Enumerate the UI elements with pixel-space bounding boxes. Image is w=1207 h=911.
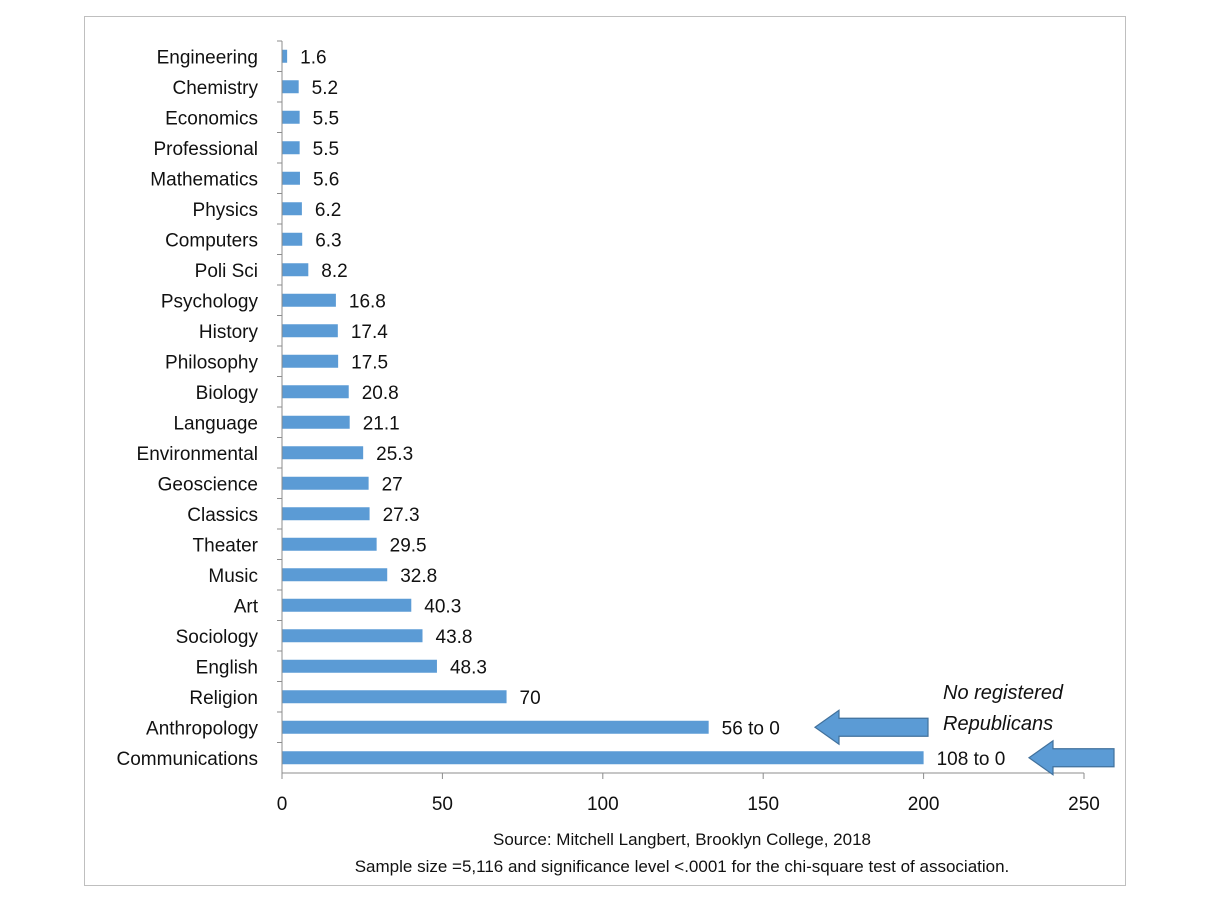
- bar-philosophy: [282, 354, 339, 368]
- category-label-communications: Communications: [117, 749, 259, 770]
- category-label-computers: Computers: [165, 230, 258, 251]
- bar-anthropology: [282, 720, 709, 734]
- bar-biology: [282, 385, 349, 399]
- x-tick-label-150: 150: [747, 794, 779, 815]
- data-label-sociology: 43.8: [436, 627, 473, 648]
- bar-religion: [282, 690, 507, 704]
- category-label-philosophy: Philosophy: [165, 352, 258, 373]
- bar-economics: [282, 110, 300, 124]
- category-label-poli-sci: Poli Sci: [195, 261, 258, 282]
- bars-group: [282, 49, 924, 765]
- category-label-geoscience: Geoscience: [158, 474, 258, 495]
- data-label-psychology: 16.8: [349, 291, 386, 312]
- annotation-line-2: Republicans: [943, 713, 1053, 735]
- data-label-language: 21.1: [363, 413, 400, 434]
- data-label-economics: 5.5: [313, 108, 339, 129]
- category-label-music: Music: [208, 566, 258, 587]
- x-tick-label-50: 50: [432, 794, 453, 815]
- bar-music: [282, 568, 388, 582]
- bar-mathematics: [282, 171, 300, 185]
- category-label-chemistry: Chemistry: [172, 78, 258, 99]
- bar-engineering: [282, 49, 288, 63]
- data-label-communications: 108 to 0: [937, 749, 1006, 770]
- source-line-2: Sample size =5,116 and significance leve…: [355, 857, 1010, 876]
- data-label-classics: 27.3: [383, 505, 420, 526]
- data-label-environmental: 25.3: [376, 444, 413, 465]
- data-labels-group: 1.6 5.2 5.5 5.5 5.6 6.2 6.3 8.216.8 17.4 17.5 20.8…: [300, 47, 1005, 770]
- category-label-art: Art: [234, 596, 259, 617]
- category-label-theater: Theater: [193, 535, 259, 556]
- bar-environmental: [282, 446, 364, 460]
- x-tick-label-250: 250: [1068, 794, 1100, 815]
- axes-group: [277, 40, 1085, 779]
- bar-physics: [282, 202, 302, 216]
- data-label-religion: 70: [520, 688, 541, 709]
- bar-communications: [282, 751, 924, 765]
- tick-labels-group: 0 50 100 150 200 250: [277, 794, 1100, 815]
- bar-sociology: [282, 629, 423, 643]
- arrow-anthropology: [813, 709, 929, 746]
- data-label-mathematics: 5.6: [313, 169, 339, 190]
- category-label-psychology: Psychology: [161, 291, 259, 312]
- annotation-group: No registered Republicans: [813, 682, 1115, 776]
- category-label-engineering: Engineering: [157, 47, 258, 68]
- bar-poli-sci: [282, 263, 309, 277]
- source-line-1: Source: Mitchell Langbert, Brooklyn Coll…: [493, 830, 871, 849]
- category-label-history: History: [199, 322, 259, 343]
- category-label-physics: Physics: [193, 200, 258, 221]
- chart-frame: [84, 16, 1126, 886]
- bar-geoscience: [282, 476, 369, 490]
- annotation-line-1: No registered: [943, 682, 1064, 704]
- arrow-communications: [1027, 739, 1115, 776]
- data-label-history: 17.4: [351, 322, 388, 343]
- data-label-geoscience: 27: [382, 474, 403, 495]
- x-tick-label-200: 200: [908, 794, 940, 815]
- data-label-physics: 6.2: [315, 200, 341, 221]
- data-label-biology: 20.8: [362, 383, 399, 404]
- bar-psychology: [282, 293, 336, 307]
- category-label-classics: Classics: [187, 505, 258, 526]
- category-label-english: English: [196, 657, 258, 678]
- data-label-art: 40.3: [424, 596, 461, 617]
- category-label-religion: Religion: [189, 688, 258, 709]
- bar-chemistry: [282, 80, 299, 94]
- category-label-environmental: Environmental: [137, 444, 258, 465]
- bar-english: [282, 659, 437, 673]
- data-label-computers: 6.3: [315, 230, 341, 251]
- category-label-biology: Biology: [196, 383, 259, 404]
- category-label-mathematics: Mathematics: [150, 169, 258, 190]
- data-label-theater: 29.5: [390, 535, 427, 556]
- data-label-english: 48.3: [450, 657, 487, 678]
- bar-language: [282, 415, 350, 429]
- data-label-philosophy: 17.5: [351, 352, 388, 373]
- bar-history: [282, 324, 338, 338]
- data-label-engineering: 1.6: [300, 47, 326, 68]
- x-tick-label-0: 0: [277, 794, 288, 815]
- category-label-professional: Professional: [153, 139, 258, 160]
- data-label-music: 32.8: [400, 566, 437, 587]
- bar-classics: [282, 507, 370, 521]
- data-label-anthropology: 56 to 0: [722, 718, 780, 739]
- bar-art: [282, 598, 412, 612]
- category-labels-group: Engineering Chemistry Economics Professiona…: [117, 47, 259, 770]
- bar-professional: [282, 141, 300, 155]
- bar-computers: [282, 232, 303, 246]
- bar-theater: [282, 537, 377, 551]
- data-label-chemistry: 5.2: [312, 78, 338, 99]
- category-label-anthropology: Anthropology: [146, 718, 258, 739]
- data-label-poli-sci: 8.2: [321, 261, 347, 282]
- x-tick-label-100: 100: [587, 794, 619, 815]
- data-label-professional: 5.5: [313, 139, 339, 160]
- category-label-economics: Economics: [165, 108, 258, 129]
- category-label-language: Language: [173, 413, 258, 434]
- category-label-sociology: Sociology: [176, 627, 259, 648]
